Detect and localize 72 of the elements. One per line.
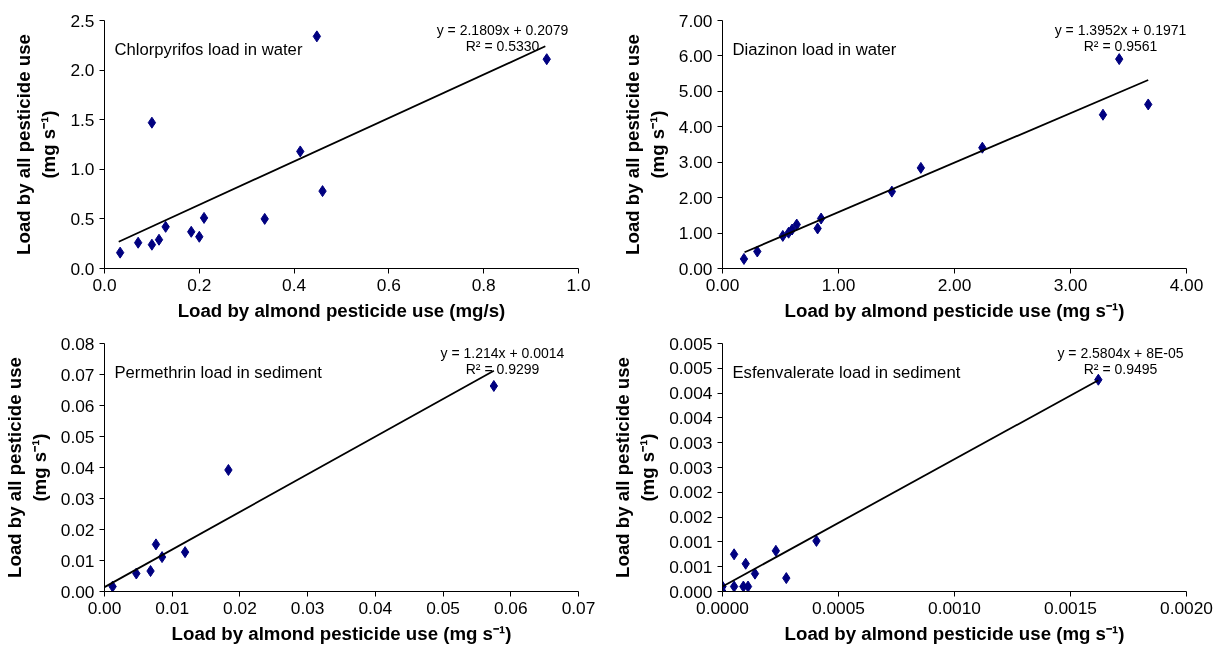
y-tick-label: 1.5 [70,109,95,130]
y-tick-label: 0.04 [60,457,95,478]
y-tick-label: 0.002 [669,482,713,503]
annotation: y = 2.5804x + 8E-05 [1057,344,1184,361]
y-axis-title: Load by all pesticide use (mg s⁻¹) [3,357,50,578]
x-axis-title: Load by almond pesticide use (mg s⁻¹) [784,299,1125,321]
y-tick-label: 0.0 [70,258,95,279]
text: Chlorpyrifos load in water [114,39,303,59]
y-tick-label: 0.004 [669,383,713,404]
x-tick-label: 0.02 [223,597,257,618]
annotation: y = 1.214x + 0.0014 [440,344,565,361]
x-tick-label: 0.07 [561,597,596,618]
x-tick-label: 4.00 [1169,274,1204,295]
y-tick-label: 0.06 [60,395,95,416]
y-axis-title: Load by all pesticide use (mg s⁻¹) [13,34,60,255]
x-tick-label: 0.03 [290,597,325,618]
text: Diazinon load in water [732,39,897,59]
y-tick-label: 0.004 [669,407,713,428]
x-tick-label: 0.01 [155,597,190,618]
x-tick-label: 0.4 [282,274,307,295]
x-axis-title: Load by almond pesticide use (mg s⁻¹) [784,622,1125,644]
x-tick-label: 1.00 [821,274,856,295]
y-tick-label: 0.07 [60,364,95,385]
x-tick-label: 0.04 [358,597,393,618]
text: Esfenvalerate load in sediment [732,362,961,382]
y-tick-label: 2.0 [70,60,95,81]
x-tick-label: 0.0 [92,274,117,295]
x-tick-label: 0.0020 [1160,597,1213,618]
y-tick-label: 0.08 [60,333,95,354]
y-tick-label: 0.01 [60,550,95,571]
x-tick-label: 0.2 [187,274,212,295]
annotation: R² = 0.9495 [1083,360,1158,377]
y-tick-label: 2.00 [678,187,713,208]
x-tick-label: 0.8 [471,274,496,295]
annotation: y = 2.1809x + 0.2079 [436,21,569,38]
x-tick-label: 3.00 [1053,274,1088,295]
y-tick-label: 1.0 [70,159,95,180]
annotation: R² = 0.9299 [465,360,540,377]
x-tick-label: 2.00 [937,274,972,295]
x-axis-title: Load by almond pesticide use (mg s⁻¹) [171,622,512,644]
annotation: R² = 0.5330 [465,37,540,54]
x-tick-label: 0.06 [493,597,528,618]
x-tick-label: 1.0 [566,274,591,295]
y-tick-label: 0.003 [669,457,713,478]
y-tick-label: 2.5 [70,10,95,31]
annotation: R² = 0.9561 [1083,37,1158,54]
y-tick-label: 1.00 [678,223,713,244]
y-tick-label: 3.00 [678,152,713,173]
x-tick-label: 0.05 [426,597,460,618]
x-tick-label: 0.6 [376,274,401,295]
y-tick-label: 6.00 [678,45,713,66]
y-tick-label: 0.03 [60,488,95,509]
y-tick-label: 0.003 [669,432,713,453]
x-axis-title: Load by almond pesticide use (mg/s) [177,299,506,321]
y-tick-label: 0.001 [669,531,713,552]
y-tick-label: 5.00 [678,81,713,102]
annotation: y = 1.3952x + 0.1971 [1054,21,1187,38]
y-axis-title: Load by all pesticide use (mg s⁻¹) [621,34,668,255]
y-tick-label: 0.02 [60,519,95,540]
x-tick-label: 0.0005 [812,597,865,618]
y-tick-label: 0.002 [669,507,713,528]
y-tick-label: 7.00 [678,10,713,31]
x-tick-label: 0.0015 [1044,597,1097,618]
y-tick-label: 0.005 [669,358,713,379]
x-tick-label: 0.0010 [928,597,981,618]
text: Permethrin load in sediment [114,362,323,382]
y-tick-label: 0.5 [70,208,95,229]
y-axis-title: Load by all pesticide use (mg s⁻¹) [611,357,659,578]
y-tick-label: 0.001 [669,556,713,577]
y-tick-label: 0.05 [60,426,95,447]
y-tick-label: 0.005 [669,333,713,354]
y-tick-label: 4.00 [678,116,713,137]
